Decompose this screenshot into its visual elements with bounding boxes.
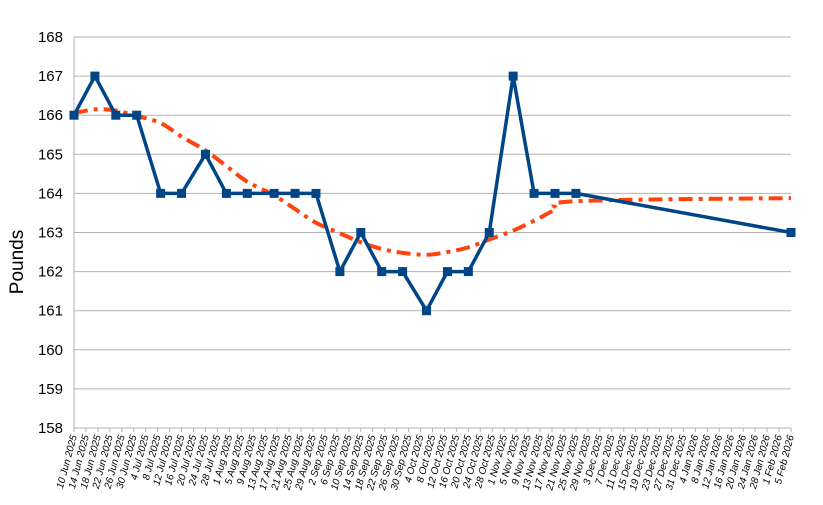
y-tick-label: 167 [38, 68, 63, 85]
y-tick-label: 158 [38, 420, 63, 437]
data-point-marker [335, 267, 345, 277]
data-point-marker [311, 188, 321, 198]
gridlines [73, 36, 791, 429]
y-tick-label: 159 [38, 381, 63, 398]
data-point-marker [422, 306, 432, 316]
y-tick-label: 168 [38, 29, 63, 46]
data-point-marker [786, 228, 796, 237]
data-point-marker [177, 188, 187, 198]
y-axis-ticks: 158 159 160 161 162 163 164 165 166 167 168 [38, 29, 63, 437]
data-point-marker [442, 267, 452, 277]
weight-series [69, 71, 796, 316]
y-tick-label: 165 [38, 146, 63, 163]
data-point-marker [377, 267, 387, 277]
y-tick-label: 162 [38, 264, 63, 281]
data-point-marker [463, 267, 473, 277]
y-tick-label: 164 [38, 185, 63, 202]
data-point-marker [200, 149, 210, 159]
y-tick-label: 163 [38, 225, 63, 242]
data-point-marker [90, 71, 100, 81]
data-point-marker [508, 71, 518, 81]
data-point-marker [398, 267, 408, 277]
y-tick-label: 166 [38, 107, 63, 124]
y-tick-label: 160 [38, 342, 63, 359]
data-point-marker [356, 228, 366, 237]
data-point-marker [571, 188, 581, 198]
y-axis-label: Pounds [7, 230, 28, 294]
data-point-marker [550, 188, 560, 198]
data-point-marker [242, 188, 252, 198]
data-point-marker [111, 110, 121, 120]
data-point-marker [529, 188, 539, 198]
data-point-marker [156, 188, 166, 198]
data-point-marker [132, 110, 142, 120]
y-tick-label: 161 [38, 303, 63, 320]
data-point-marker [221, 188, 231, 198]
data-point-marker [484, 228, 494, 237]
data-point-marker [69, 110, 79, 120]
trend-line [73, 107, 792, 257]
data-point-marker [269, 188, 279, 198]
trend-series [73, 107, 792, 257]
data-point-marker [290, 188, 300, 198]
